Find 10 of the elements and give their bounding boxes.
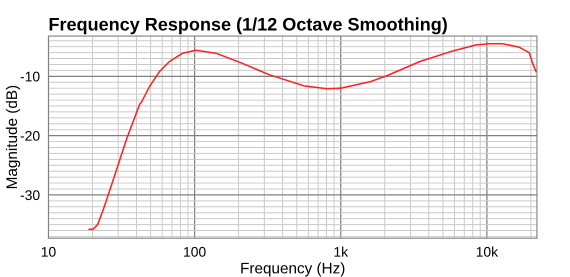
chart-title: Frequency Response (1/12 Octave Smoothing) (50, 17, 447, 34)
y-axis-title: Magnitude (dB) (6, 86, 20, 188)
y-tick-label: -20 (20, 130, 40, 141)
x-tick-label: 1k (334, 246, 348, 257)
x-tick-label: 10k (476, 246, 498, 257)
x-tick-label: 100 (184, 246, 206, 257)
x-tick-label: 10 (42, 246, 56, 257)
x-axis-title: Frequency (Hz) (241, 262, 344, 277)
y-tick-label: -10 (20, 72, 40, 82)
y-tick-label: -30 (20, 190, 40, 200)
